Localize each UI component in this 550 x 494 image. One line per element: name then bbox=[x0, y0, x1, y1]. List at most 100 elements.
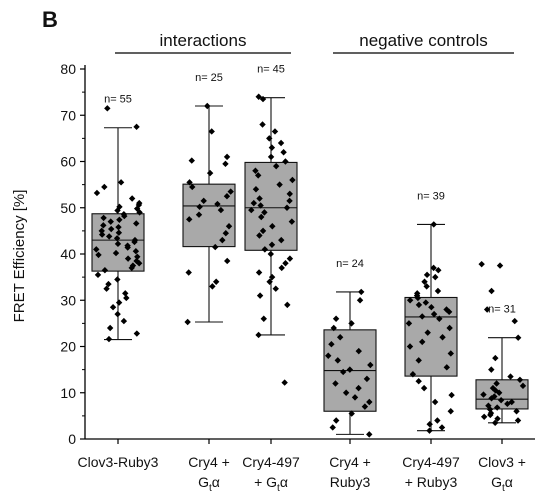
x-tick-label-line1: Cry4 + bbox=[188, 454, 230, 470]
data-point bbox=[346, 366, 354, 373]
data-point bbox=[488, 395, 495, 402]
data-point bbox=[214, 200, 221, 208]
data-point bbox=[428, 303, 435, 311]
data-point bbox=[212, 243, 219, 251]
data-point bbox=[493, 404, 501, 411]
data-point bbox=[438, 424, 446, 431]
data-point bbox=[507, 373, 514, 380]
data-point bbox=[261, 209, 268, 216]
data-point bbox=[278, 264, 285, 272]
data-point bbox=[133, 220, 140, 227]
data-point bbox=[366, 398, 373, 406]
data-point bbox=[432, 273, 439, 281]
data-point bbox=[406, 343, 414, 350]
data-point bbox=[356, 297, 364, 304]
data-point bbox=[514, 334, 522, 341]
data-point bbox=[98, 227, 105, 235]
data-point bbox=[333, 417, 340, 424]
data-point bbox=[255, 93, 262, 100]
data-point bbox=[448, 391, 455, 399]
data-point bbox=[342, 389, 350, 396]
data-point bbox=[261, 246, 269, 253]
data-point bbox=[355, 347, 362, 355]
data-point bbox=[488, 287, 495, 295]
x-tick-label-line2: Gtα bbox=[491, 474, 513, 494]
data-point bbox=[426, 421, 433, 428]
data-point bbox=[426, 427, 433, 434]
data-point bbox=[272, 285, 279, 292]
data-point bbox=[430, 310, 438, 318]
data-point bbox=[186, 216, 193, 223]
data-point bbox=[516, 376, 524, 383]
data-point bbox=[283, 204, 291, 211]
data-point bbox=[422, 299, 430, 306]
data-point bbox=[336, 334, 344, 341]
data-point bbox=[101, 183, 108, 191]
data-point bbox=[519, 382, 527, 390]
data-point bbox=[222, 160, 229, 168]
data-point bbox=[116, 216, 123, 223]
data-point bbox=[276, 181, 283, 188]
data-point bbox=[186, 179, 193, 186]
data-point bbox=[93, 189, 101, 197]
panel-letter: B bbox=[42, 7, 58, 32]
data-point bbox=[225, 223, 233, 230]
data-point bbox=[447, 408, 454, 415]
data-point bbox=[256, 232, 263, 239]
data-point bbox=[196, 203, 203, 211]
data-point bbox=[133, 123, 140, 131]
data-point bbox=[255, 269, 263, 276]
data-point bbox=[212, 278, 220, 285]
data-point bbox=[478, 260, 485, 268]
data-point bbox=[248, 206, 255, 214]
data-point bbox=[108, 225, 115, 233]
box-iqr bbox=[182, 183, 236, 248]
data-point bbox=[113, 235, 121, 242]
group-label: negative controls bbox=[359, 31, 488, 50]
data-point bbox=[103, 285, 110, 292]
data-point bbox=[223, 192, 231, 200]
data-point bbox=[268, 144, 276, 151]
n-label: n= 55 bbox=[104, 94, 132, 106]
data-point bbox=[95, 251, 102, 259]
data-point bbox=[491, 419, 499, 427]
data-point bbox=[419, 313, 426, 320]
data-point bbox=[128, 264, 135, 272]
data-point bbox=[328, 340, 335, 348]
n-label: n= 24 bbox=[336, 258, 364, 270]
data-point bbox=[334, 357, 341, 364]
data-point bbox=[100, 222, 107, 229]
y-tick-label: 20 bbox=[60, 339, 76, 355]
data-point bbox=[330, 324, 337, 332]
data-point bbox=[483, 306, 491, 313]
data-point bbox=[277, 139, 285, 147]
data-point bbox=[286, 190, 293, 198]
data-point bbox=[267, 250, 274, 258]
data-point bbox=[358, 288, 365, 296]
data-point bbox=[135, 260, 143, 267]
data-point bbox=[355, 384, 362, 392]
data-point bbox=[109, 303, 117, 311]
data-point bbox=[255, 331, 262, 339]
y-tick-label: 80 bbox=[60, 61, 76, 77]
y-tick-label: 10 bbox=[60, 385, 76, 401]
x-tick-label-line1: Clov3 + bbox=[478, 454, 526, 470]
data-point bbox=[222, 229, 230, 237]
data-point bbox=[93, 246, 100, 253]
data-point bbox=[415, 377, 422, 385]
data-point bbox=[286, 197, 293, 205]
data-point bbox=[124, 244, 131, 251]
data-point bbox=[117, 179, 125, 186]
data-point bbox=[406, 297, 414, 304]
data-point bbox=[439, 334, 446, 341]
data-point bbox=[120, 317, 128, 325]
data-point bbox=[488, 366, 495, 373]
data-point bbox=[121, 212, 128, 220]
data-point bbox=[351, 394, 359, 401]
data-point bbox=[188, 157, 195, 164]
x-tick-label-line1: Cry4-497 bbox=[242, 454, 300, 470]
data-point bbox=[224, 257, 231, 265]
data-point bbox=[114, 310, 121, 318]
y-tick-label: 60 bbox=[60, 154, 76, 170]
